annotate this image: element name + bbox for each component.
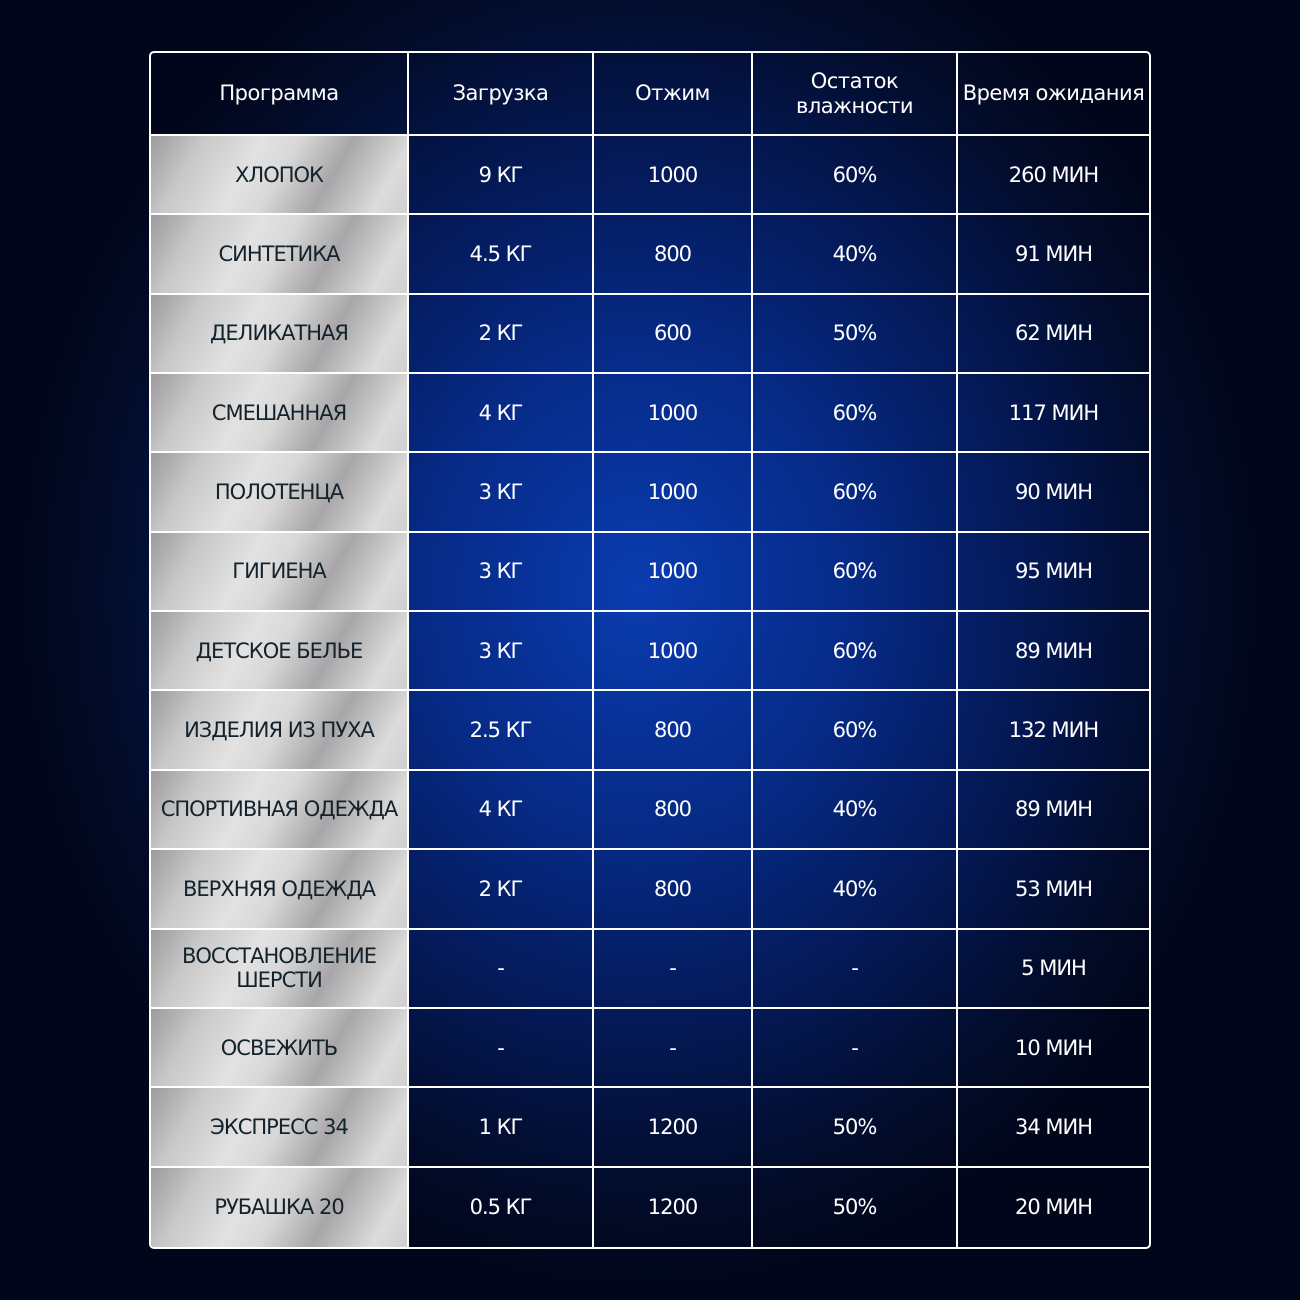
cell-moisture: 50% — [753, 1088, 958, 1168]
cell-spin: 1200 — [594, 1088, 753, 1168]
cell-load: 3 КГ — [409, 453, 594, 533]
cell-program: СИНТЕТИКА — [151, 215, 409, 295]
cell-moisture: 60% — [753, 532, 958, 613]
cell-time: 34 МИН — [958, 1088, 1149, 1168]
cell-program: РУБАШКА 20 — [151, 1167, 409, 1247]
cell-program: ВЕРХНЯЯ ОДЕЖДА — [151, 850, 409, 930]
cell-program: ИЗДЕЛИЯ ИЗ ПУХА — [151, 691, 409, 771]
cell-load: - — [409, 929, 594, 1009]
cell-load: 0.5 КГ — [409, 1167, 594, 1247]
cell-moisture: 40% — [753, 215, 958, 295]
cell-program: ДЕТСКОЕ БЕЛЬЕ — [151, 612, 409, 692]
cell-spin: 800 — [594, 691, 753, 771]
cell-time: 62 МИН — [958, 295, 1149, 375]
cell-program: ХЛОПОК — [151, 136, 409, 216]
cell-program: ВОССТАНОВЛЕНИЕ ШЕРСТИ — [151, 929, 409, 1009]
cell-moisture: 60% — [753, 691, 958, 771]
cell-moisture: - — [753, 929, 958, 1009]
cell-spin: 1000 — [594, 532, 753, 613]
cell-spin: 1000 — [594, 136, 753, 216]
cell-load: 2.5 КГ — [409, 691, 594, 771]
cell-spin: 800 — [594, 850, 753, 930]
cell-load: 3 КГ — [409, 532, 594, 613]
cell-load: 1 КГ — [409, 1088, 594, 1168]
cell-time: 89 МИН — [958, 771, 1149, 851]
cell-time: 53 МИН — [958, 850, 1149, 930]
cell-spin: - — [594, 1008, 753, 1089]
cell-time: 91 МИН — [958, 215, 1149, 295]
cell-moisture: 50% — [753, 1167, 958, 1247]
cell-time: 20 МИН — [1014, 1195, 1093, 1220]
cell-time: 95 МИН — [958, 533, 1149, 613]
cell-load: 4 КГ — [409, 770, 594, 851]
header-moisture: Остаток влажности — [753, 53, 958, 136]
header-program: Программа — [151, 53, 409, 136]
cell-moisture: 60% — [753, 136, 958, 216]
header-load: Загрузка — [409, 53, 594, 136]
cell-load: 2 КГ — [409, 294, 594, 375]
washing-programs-table: Программа Загрузка Отжим Остаток влажности В… — [149, 51, 1151, 1249]
cell-program: ГИГИЕНА — [151, 532, 409, 613]
cell-time: 90 МИН — [958, 453, 1149, 533]
cell-spin: - — [594, 929, 753, 1009]
cell-load: 9 КГ — [409, 136, 594, 216]
header-time: Время ожидания — [958, 53, 1149, 136]
cell-moisture: 40% — [753, 850, 958, 930]
cell-spin: 1200 — [594, 1167, 753, 1247]
cell-program: СМЕШАННАЯ — [151, 374, 409, 454]
cell-moisture: 60% — [753, 453, 958, 533]
cell-spin: 800 — [594, 215, 753, 295]
cell-moisture: 50% — [753, 294, 958, 375]
cell-program: ЭКСПРЕСС 34 — [151, 1088, 409, 1168]
cell-program: СПОРТИВНАЯ ОДЕЖДА — [151, 770, 409, 851]
cell-program: ОСВЕЖИТЬ — [151, 1008, 409, 1089]
cell-moisture: 40% — [753, 770, 958, 851]
cell-moisture: - — [753, 1008, 958, 1089]
cell-time: 10 МИН — [958, 1009, 1149, 1089]
cell-time: 5 МИН — [958, 930, 1149, 1009]
cell-time: 89 МИН — [958, 612, 1149, 692]
cell-time: 132 МИН — [958, 691, 1149, 771]
cell-spin: 1000 — [594, 453, 753, 533]
cell-spin: 800 — [594, 770, 753, 851]
header-spin: Отжим — [594, 53, 753, 136]
cell-load: 4 КГ — [409, 374, 594, 454]
cell-load: 4.5 КГ — [409, 215, 594, 295]
cell-program: ПОЛОТЕНЦА — [151, 453, 409, 533]
cell-load: - — [409, 1008, 594, 1089]
cell-spin: 1000 — [594, 374, 753, 454]
cell-load: 3 КГ — [409, 612, 594, 692]
cell-time: 117 МИН — [958, 374, 1149, 454]
cell-spin: 600 — [594, 294, 753, 375]
cell-moisture: 60% — [753, 612, 958, 692]
cell-time: 260 МИН — [958, 136, 1149, 216]
cell-spin: 1000 — [594, 612, 753, 692]
cell-moisture: 60% — [753, 374, 958, 454]
cell-program: ДЕЛИКАТНАЯ — [151, 294, 409, 375]
cell-load: 2 КГ — [409, 850, 594, 930]
